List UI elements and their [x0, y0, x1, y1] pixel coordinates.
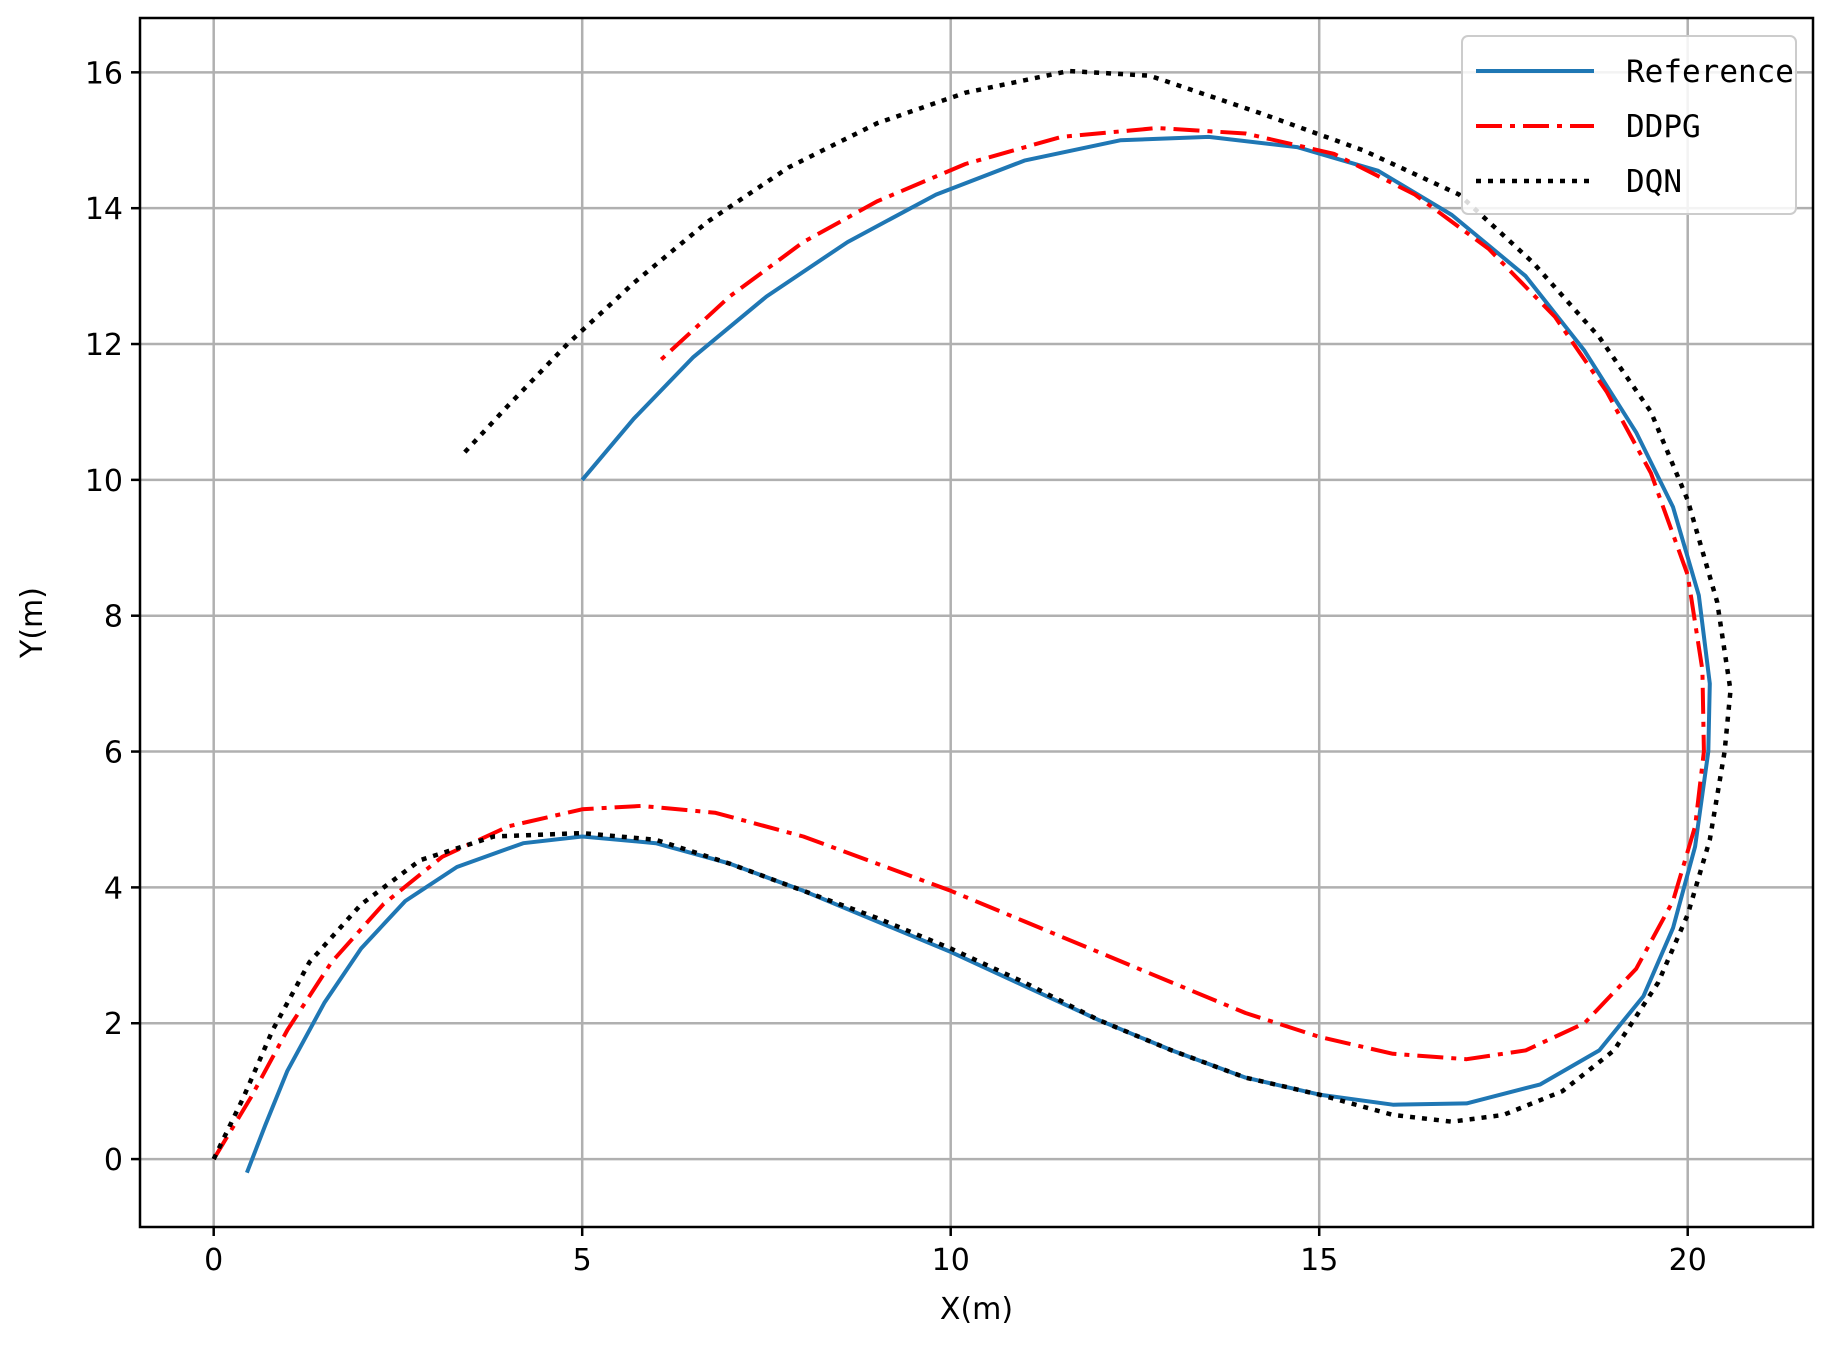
y-tick-label: 10	[85, 464, 123, 499]
legend: Reference DDPG DQN	[1461, 35, 1797, 215]
legend-label-dqn: DQN	[1626, 164, 1682, 200]
series-group	[211, 68, 1733, 1174]
grid	[140, 18, 1813, 1227]
plot-frame	[138, 16, 1815, 1229]
x-axis-label: X(m)	[940, 1292, 1013, 1327]
y-tick-label: 14	[85, 192, 123, 227]
y-tick-label: 12	[85, 328, 123, 363]
x-tick-label: 15	[1300, 1243, 1338, 1278]
y-tick-label: 16	[85, 56, 123, 91]
series-reference	[245, 134, 1712, 1174]
legend-label-ddpg: DDPG	[1626, 109, 1701, 145]
y-tick-label: 2	[104, 1007, 123, 1042]
series-ddpg	[211, 126, 1706, 1161]
y-tick-label: 6	[104, 736, 123, 771]
x-tick-label: 10	[932, 1243, 970, 1278]
legend-box	[1461, 35, 1797, 215]
legend-label-reference: Reference	[1626, 54, 1794, 90]
x-tick-label: 20	[1669, 1243, 1707, 1278]
x-tick-label: 0	[204, 1243, 223, 1278]
y-tick-label: 0	[104, 1143, 123, 1178]
y-tick-label: 4	[104, 871, 123, 906]
x-tick-label: 5	[573, 1243, 592, 1278]
y-tick-label: 8	[104, 600, 123, 635]
series-line-ddpg	[211, 126, 1706, 1161]
series-line-reference	[245, 134, 1712, 1174]
y-axis-label: Y(m)	[15, 587, 50, 659]
axis-ticks: 0 5 10 15 20 0 2 4 6 8 10 12 14 16	[85, 56, 1707, 1278]
